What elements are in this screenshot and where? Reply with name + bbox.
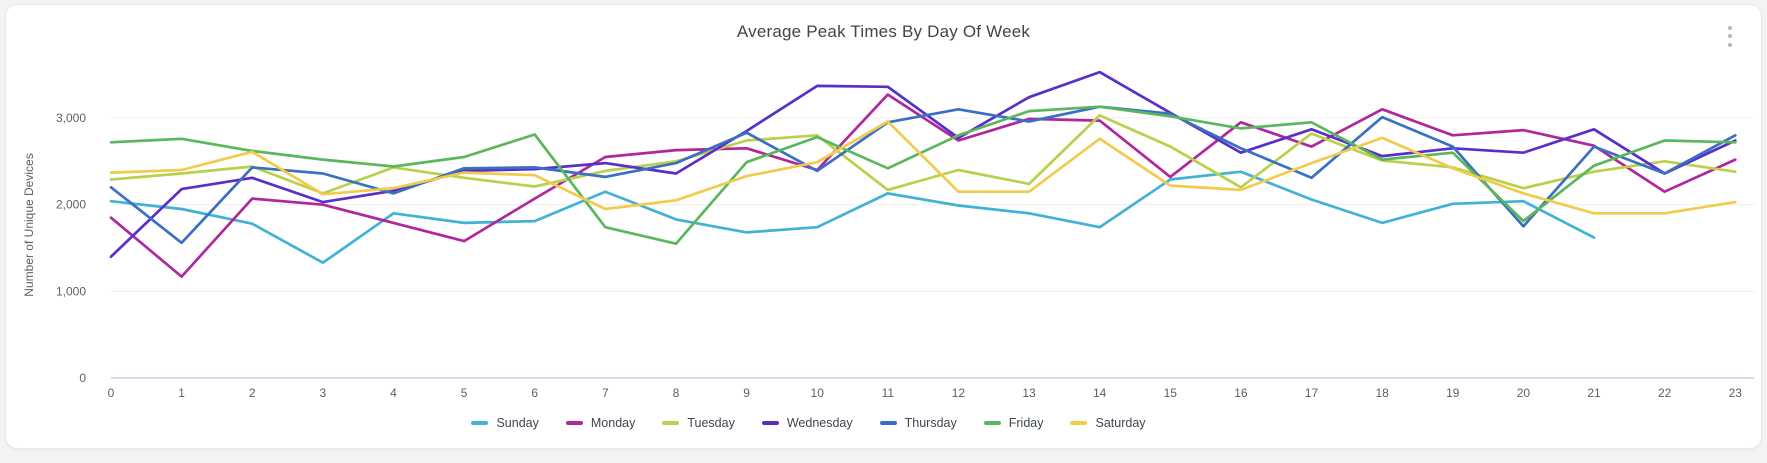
x-tick-label: 22 (1658, 386, 1672, 400)
legend-item-sunday[interactable]: Sunday (471, 416, 538, 430)
x-tick-label: 7 (602, 386, 609, 400)
legend-swatch (880, 421, 897, 425)
legend-label: Friday (1009, 416, 1044, 430)
legend-swatch (471, 421, 488, 425)
series-line-thursday (111, 107, 1735, 243)
x-tick-label: 0 (108, 386, 115, 400)
series-line-monday (111, 95, 1735, 277)
x-tick-label: 9 (743, 386, 750, 400)
x-tick-label: 14 (1093, 386, 1107, 400)
series-line-sunday (111, 172, 1594, 263)
legend-swatch (984, 421, 1001, 425)
legend-label: Sunday (496, 416, 538, 430)
legend-item-saturday[interactable]: Saturday (1070, 416, 1145, 430)
legend-swatch (762, 421, 779, 425)
x-tick-label: 3 (320, 386, 327, 400)
x-tick-label: 21 (1587, 386, 1601, 400)
legend-swatch (662, 421, 679, 425)
legend-item-tuesday[interactable]: Tuesday (662, 416, 734, 430)
x-tick-label: 19 (1446, 386, 1460, 400)
legend-label: Saturday (1095, 416, 1145, 430)
legend-label: Wednesday (787, 416, 853, 430)
x-tick-label: 4 (390, 386, 397, 400)
x-tick-label: 2 (249, 386, 256, 400)
x-tick-label: 12 (952, 386, 966, 400)
x-tick-label: 6 (531, 386, 538, 400)
legend-item-thursday[interactable]: Thursday (880, 416, 957, 430)
x-tick-label: 10 (811, 386, 825, 400)
x-tick-label: 5 (461, 386, 468, 400)
chart-panel: Average Peak Times By Day Of Week Number… (5, 4, 1762, 449)
legend-swatch (1070, 421, 1087, 425)
y-tick-label: 2,000 (56, 198, 86, 212)
legend-item-wednesday[interactable]: Wednesday (762, 416, 853, 430)
chart-legend: Sunday Monday Tuesday Wednesday Thursday Frid… (0, 416, 1686, 430)
y-tick-label: 1,000 (56, 284, 86, 298)
legend-swatch (566, 421, 583, 425)
x-tick-label: 11 (882, 386, 895, 400)
y-tick-label: 3,000 (56, 111, 86, 125)
legend-label: Thursday (905, 416, 957, 430)
x-tick-label: 1 (178, 386, 185, 400)
series-line-friday (111, 107, 1735, 244)
y-tick-label: 0 (79, 371, 86, 385)
x-tick-label: 15 (1164, 386, 1178, 400)
legend-label: Monday (591, 416, 635, 430)
legend-label: Tuesday (687, 416, 734, 430)
x-tick-label: 16 (1234, 386, 1248, 400)
x-tick-label: 20 (1517, 386, 1531, 400)
x-tick-label: 8 (673, 386, 680, 400)
series-line-wednesday (111, 72, 1735, 257)
x-tick-label: 13 (1022, 386, 1036, 400)
x-tick-label: 23 (1729, 386, 1743, 400)
x-tick-label: 18 (1375, 386, 1389, 400)
legend-item-monday[interactable]: Monday (566, 416, 635, 430)
x-tick-label: 17 (1305, 386, 1319, 400)
legend-item-friday[interactable]: Friday (984, 416, 1044, 430)
